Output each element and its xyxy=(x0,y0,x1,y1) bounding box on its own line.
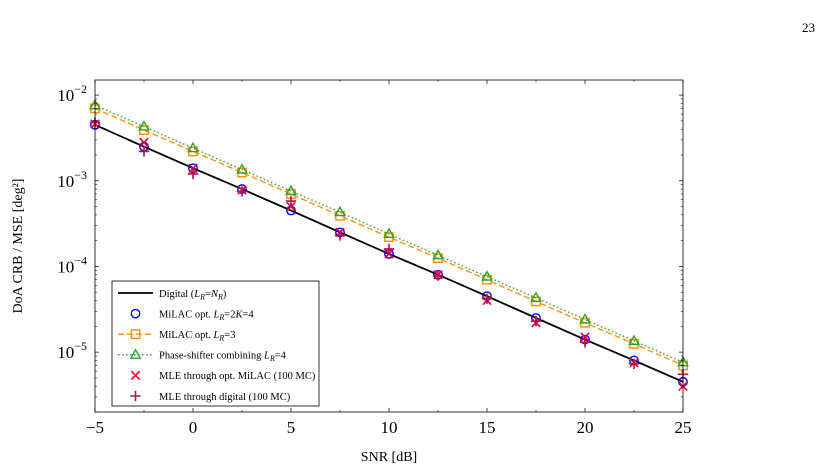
data-point-3-9 xyxy=(530,291,542,302)
page-number: 23 xyxy=(802,20,815,35)
legend-entry-0: Digital (LR=NR) xyxy=(159,289,227,302)
x-tick-label: 5 xyxy=(287,418,296,437)
legend-marker-3 xyxy=(129,348,142,359)
x-tick-label: 0 xyxy=(189,418,198,437)
series-line-3 xyxy=(94,104,684,363)
legend: Digital (LR=NR) MiLAC opt. LR=2K=4 MiLAC o… xyxy=(111,280,320,407)
data-point-5-8 xyxy=(481,293,493,304)
data-point-3-10 xyxy=(579,313,591,324)
legend-marker-4 xyxy=(130,370,141,381)
axes: −5 0 5 10 15 20 25 10−2 10−3 10−4 10−5 xyxy=(57,79,692,437)
legend-entry-1: MiLAC opt. LR=2K=4 xyxy=(159,309,254,322)
data-point-5-2 xyxy=(187,168,199,180)
y-tick-label: 10−2 xyxy=(57,82,87,105)
legend-marker-5 xyxy=(130,390,141,402)
y-axis-label: DoA CRB / MSE [deg²] xyxy=(11,179,26,314)
legend-entry-4: MLE through opt. MiLAC (100 MC) xyxy=(159,371,316,382)
data-point-5-3 xyxy=(236,186,248,197)
x-tick-label: −5 xyxy=(86,418,104,437)
data-point-5-11 xyxy=(628,358,640,370)
x-axis-label: SNR [dB] xyxy=(361,450,417,465)
data-point-5-6 xyxy=(383,243,395,255)
data-point-3-2 xyxy=(187,141,199,153)
data-point-3-11 xyxy=(628,334,640,346)
data-point-4-2 xyxy=(188,163,198,174)
data-point-3-3 xyxy=(236,163,248,174)
x-tick-label: 25 xyxy=(675,418,692,437)
data-point-3-7 xyxy=(432,248,444,260)
data-point-4-4 xyxy=(286,201,296,212)
y-tick-label: 10−4 xyxy=(57,253,87,276)
data-point-5-9 xyxy=(530,315,542,327)
data-point-3-1 xyxy=(138,120,150,131)
data-point-5-1 xyxy=(138,146,150,157)
x-tick-label: 10 xyxy=(381,418,398,437)
data-point-3-5 xyxy=(334,205,346,217)
data-point-4-10 xyxy=(580,332,590,342)
y-tick-label: 10−5 xyxy=(57,339,87,362)
legend-marker-1 xyxy=(130,308,141,319)
data-point-5-10 xyxy=(579,337,591,348)
x-tick-label: 20 xyxy=(577,418,594,437)
data-point-5-7 xyxy=(432,270,444,281)
data-point-4-1 xyxy=(139,137,149,148)
legend-entry-3: Phase-shifter combining LR=4 xyxy=(159,351,287,364)
legend-entry-5: MLE through digital (100 MC) xyxy=(159,392,291,403)
y-tick-label: 10−3 xyxy=(57,168,87,191)
data-point-3-4 xyxy=(285,184,297,196)
x-tick-label: 15 xyxy=(479,418,496,437)
data-point-3-8 xyxy=(481,270,493,281)
data-point-5-4 xyxy=(285,195,297,207)
legend-box xyxy=(111,280,320,407)
legend-entry-2: MiLAC opt. LR=3 xyxy=(159,330,235,343)
data-point-5-5 xyxy=(334,230,346,241)
legend-marker-2 xyxy=(130,329,141,340)
data-point-3-6 xyxy=(383,227,395,238)
